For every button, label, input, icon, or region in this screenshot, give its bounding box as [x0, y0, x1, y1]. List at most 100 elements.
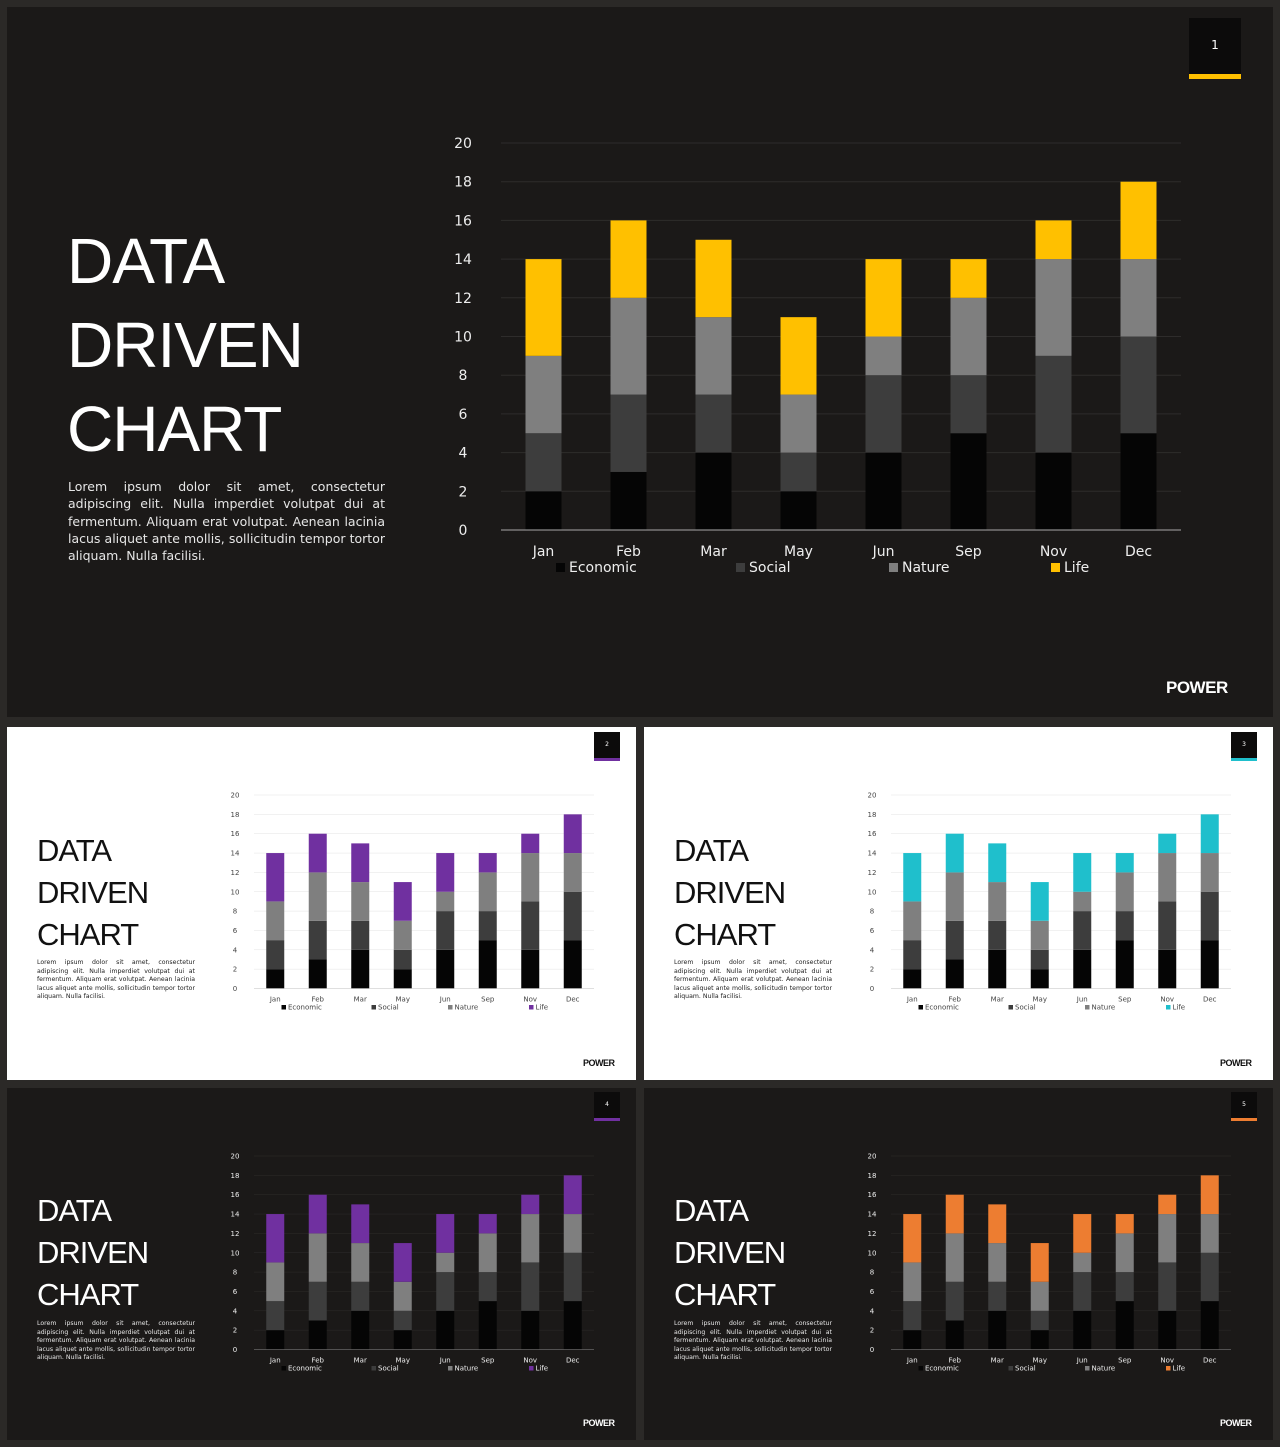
accent-bar	[1231, 1118, 1257, 1121]
y-tick-label: 14	[454, 252, 472, 268]
legend-swatch	[448, 1005, 453, 1010]
bar-segment	[393, 949, 412, 970]
legend-swatch	[1008, 1005, 1013, 1010]
slide-number-box: 2	[594, 732, 620, 760]
bar-segment	[903, 1214, 922, 1263]
bar-segment	[521, 1214, 540, 1263]
stacked-bar-chart: 0 2 4 6 8 10 12 14 16 18 20 Jan Feb Mar May Jun Sep Nov De…	[231, 1153, 594, 1373]
legend-swatch	[529, 1005, 534, 1010]
bar-segment	[945, 1320, 964, 1350]
bar-segment	[865, 336, 902, 376]
title-line: DRIVEN	[37, 875, 149, 910]
legend-label: Social	[378, 1004, 399, 1012]
slide-2[interactable]: 2 DATA DRIVEN CHART Lorem ipsum dolor si…	[7, 727, 636, 1080]
bar-segment	[780, 317, 817, 395]
bar-segment	[903, 1262, 922, 1302]
y-tick-label: 20	[231, 792, 240, 800]
x-tick-label: Jan	[906, 996, 918, 1004]
bar-segment	[945, 833, 964, 873]
y-tick-label: 12	[868, 869, 877, 877]
bar-segment	[563, 814, 582, 854]
legend-swatch	[529, 1366, 534, 1371]
bar-segment	[1115, 1233, 1134, 1273]
x-tick-label: Nov	[1160, 1357, 1174, 1365]
slide-5[interactable]: 5 DATA DRIVEN CHART Lorem ipsum dolor si…	[644, 1088, 1273, 1440]
bar-segment	[1158, 949, 1177, 989]
x-tick-label: Feb	[616, 544, 641, 560]
bar-segment	[266, 1262, 285, 1302]
bar-segment	[266, 1330, 285, 1350]
x-tick-label: Feb	[949, 1357, 962, 1365]
accent-bar	[1189, 74, 1241, 79]
brand-logo: POWER	[583, 1058, 615, 1068]
bar-segment	[478, 1214, 497, 1234]
x-tick-label: Jun	[1076, 996, 1088, 1004]
y-tick-label: 2	[233, 1327, 237, 1335]
bar-segment	[521, 1310, 540, 1350]
title-line: CHART	[67, 393, 282, 465]
x-tick-label: Sep	[1118, 1357, 1132, 1365]
bar-segment	[308, 1320, 327, 1350]
bar-segment	[1200, 1175, 1219, 1215]
slide-4[interactable]: 4 DATA DRIVEN CHART Lorem ipsum dolor si…	[7, 1088, 636, 1440]
x-tick-label: Mar	[354, 1357, 367, 1365]
slide-number: 4	[605, 1101, 609, 1108]
legend-swatch	[1166, 1005, 1171, 1010]
y-tick-label: 16	[868, 1191, 877, 1199]
bar-segment	[1035, 452, 1072, 530]
y-tick-label: 12	[868, 1230, 877, 1238]
y-tick-label: 2	[870, 1327, 874, 1335]
bar-segment	[1115, 911, 1134, 941]
slide-title: DATA DRIVEN CHART	[37, 1190, 149, 1316]
bar-segment	[351, 1281, 370, 1311]
legend-swatch	[371, 1366, 376, 1371]
bar-segment	[266, 1301, 285, 1331]
bar-segment	[308, 920, 327, 960]
y-tick-label: 0	[233, 985, 237, 993]
slide-3[interactable]: 3 DATA DRIVEN CHART Lorem ipsum dolor si…	[644, 727, 1273, 1080]
y-tick-label: 20	[454, 136, 472, 152]
legend-swatch	[918, 1366, 923, 1371]
bar-segment	[950, 433, 987, 530]
y-tick-label: 18	[454, 175, 472, 191]
title-line: DRIVEN	[37, 1235, 149, 1270]
legend-label: Economic	[925, 1365, 959, 1373]
bar-segment	[1120, 336, 1157, 434]
legend-swatch	[889, 563, 898, 572]
y-tick-label: 12	[231, 869, 240, 877]
slide-number-box: 1	[1189, 18, 1241, 78]
y-tick-label: 12	[454, 291, 472, 307]
bar-segment	[780, 491, 817, 530]
bar-segment	[525, 259, 562, 356]
x-tick-label: Sep	[955, 544, 982, 560]
bar-segment	[1030, 920, 1049, 950]
y-tick-label: 4	[870, 1307, 875, 1315]
bar-segment	[1035, 220, 1072, 260]
bar-segment	[1073, 1252, 1092, 1273]
slide-1[interactable]: 1 DATA DRIVEN CHART Lorem ipsum dolor si…	[7, 7, 1273, 717]
x-tick-label: Feb	[949, 996, 962, 1004]
bar-segment	[351, 1310, 370, 1350]
bar-segment	[988, 949, 1007, 989]
bar-segment	[351, 1243, 370, 1282]
slide-number-box: 5	[1231, 1092, 1257, 1120]
legend-swatch	[281, 1366, 286, 1371]
bar-segment	[1035, 355, 1072, 453]
y-tick-label: 8	[233, 1269, 237, 1277]
bar-segment	[266, 901, 285, 941]
bar-segment	[478, 911, 497, 941]
bar-segment	[945, 1281, 964, 1321]
bar-segment	[780, 452, 817, 492]
title-line: DRIVEN	[674, 875, 786, 910]
legend-swatch	[1051, 563, 1060, 572]
bar-segment	[436, 1214, 455, 1253]
legend-label: Nature	[902, 560, 949, 576]
y-tick-label: 4	[870, 946, 875, 954]
bar-segment	[1115, 1272, 1134, 1302]
bar-segment	[478, 1233, 497, 1273]
x-tick-label: Jan	[906, 1357, 918, 1365]
y-tick-label: 18	[231, 1172, 240, 1180]
body-text: Lorem ipsum dolor sit amet, consectetur …	[68, 479, 385, 563]
bar-segment	[1200, 1301, 1219, 1350]
x-tick-label: May	[1033, 996, 1047, 1004]
